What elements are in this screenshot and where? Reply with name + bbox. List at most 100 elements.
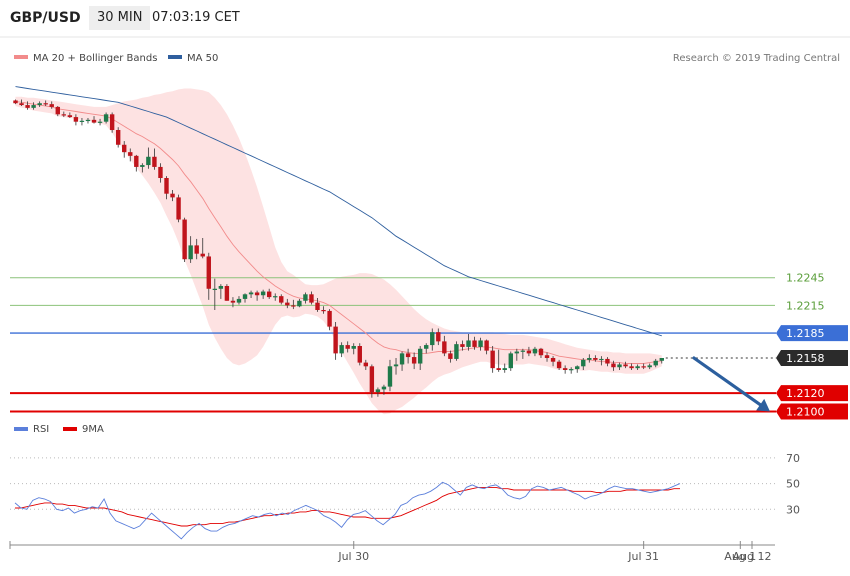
candle-25 [164,176,169,200]
rsi-tick-70: 70 [786,452,800,465]
candle-9 [67,112,73,118]
time-tick-Aug-1: Aug 1 [724,550,756,563]
level-label-box [776,403,848,420]
candle-96 [593,355,598,362]
candle-body [152,156,157,167]
candle-body [436,332,441,342]
level-label-text: 1.2100 [786,406,825,419]
candle-98 [605,357,610,367]
candle-55 [345,341,350,353]
candle-95 [587,354,592,363]
ma20-legend-label[interactable]: MA 20 + Bollinger Bands [33,53,157,64]
level-label-1-2185: 1.2185 [776,325,848,342]
rsi-tick-30: 30 [786,503,800,516]
candle-body [605,358,610,364]
candle-23 [152,148,157,170]
candle-body [647,365,652,368]
ma9-legend-label[interactable]: 9MA [82,424,104,435]
candle-body [478,340,483,347]
candle-5 [43,100,48,106]
candle-body [454,344,459,359]
candle-101 [623,361,628,369]
rsi-legend-swatch [14,427,28,431]
candle-1 [19,99,24,106]
candle-body [315,302,320,310]
candle-body [19,103,24,106]
candle-body [182,219,187,260]
candle-7 [55,106,60,117]
candle-15 [103,112,109,124]
candle-body [393,364,399,367]
candle-99 [611,360,616,371]
candle-35 [224,284,230,301]
candle-body [411,357,417,364]
candle-36 [230,297,236,308]
candle-body [629,366,634,369]
candle-11 [79,118,85,126]
timeframe-button[interactable]: 30 MIN [89,6,151,30]
level-label-text: 1.2185 [786,327,825,340]
candle-body [43,103,48,105]
candle-37 [236,296,242,305]
candle-17 [115,127,121,148]
candle-body [369,366,375,393]
candle-body [230,300,236,303]
candle-body [248,292,254,295]
candle-104 [641,363,646,370]
ma50-legend-swatch [168,55,182,59]
candle-body [514,351,520,354]
time-label: 07:03:19 CET [152,10,240,25]
candle-63 [393,358,399,375]
candle-body [544,355,550,358]
candle-body [37,103,42,106]
candle-102 [629,363,634,370]
level-label-1-2215: 1.2215 [786,299,825,312]
candle-body [550,358,556,362]
candle-body [224,286,230,301]
candle-14 [97,118,103,126]
candle-81 [502,363,507,373]
candle-body [49,104,54,107]
level-label-1-2120: 1.2120 [776,385,848,402]
ma50-legend-label[interactable]: MA 50 [187,53,218,64]
candle-body [502,368,507,370]
candle-45 [285,298,290,309]
symbol-label: GBP/USD [10,10,81,26]
candle-body [496,368,501,370]
candle-body [562,368,568,370]
candle-44 [279,294,284,305]
candle-body [188,245,193,260]
candle-body [309,294,314,303]
candle-50 [315,298,320,312]
level-label-text: 1.2245 [786,272,825,285]
candle-body [472,340,477,347]
price-level-labels: 1.2245 1.2215 1.2185 1.2158 1.2120 1.2100 [776,272,848,420]
candle-body [55,106,60,115]
candle-body [611,363,616,368]
candle-10 [73,114,79,126]
candle-body [430,332,435,346]
rsi-legend-label[interactable]: RSI [33,424,49,435]
candle-16 [109,112,115,133]
candle-body [236,298,242,303]
candles [13,99,664,398]
candle-2 [25,101,30,110]
candle-body [291,305,296,307]
candle-body [97,121,103,123]
candle-body [176,197,181,220]
candle-body [146,156,151,166]
candle-43 [273,293,278,301]
candle-body [266,291,272,298]
credit-label: Research © 2019 Trading Central [673,53,840,64]
candle-21 [140,163,145,173]
candle-78 [484,339,489,355]
level-label-box [776,325,848,342]
candle-body [460,344,465,347]
candle-32 [206,252,211,300]
candle-body [653,360,658,366]
candle-body [164,178,169,194]
candle-40 [254,290,260,301]
candle-body [448,353,453,359]
